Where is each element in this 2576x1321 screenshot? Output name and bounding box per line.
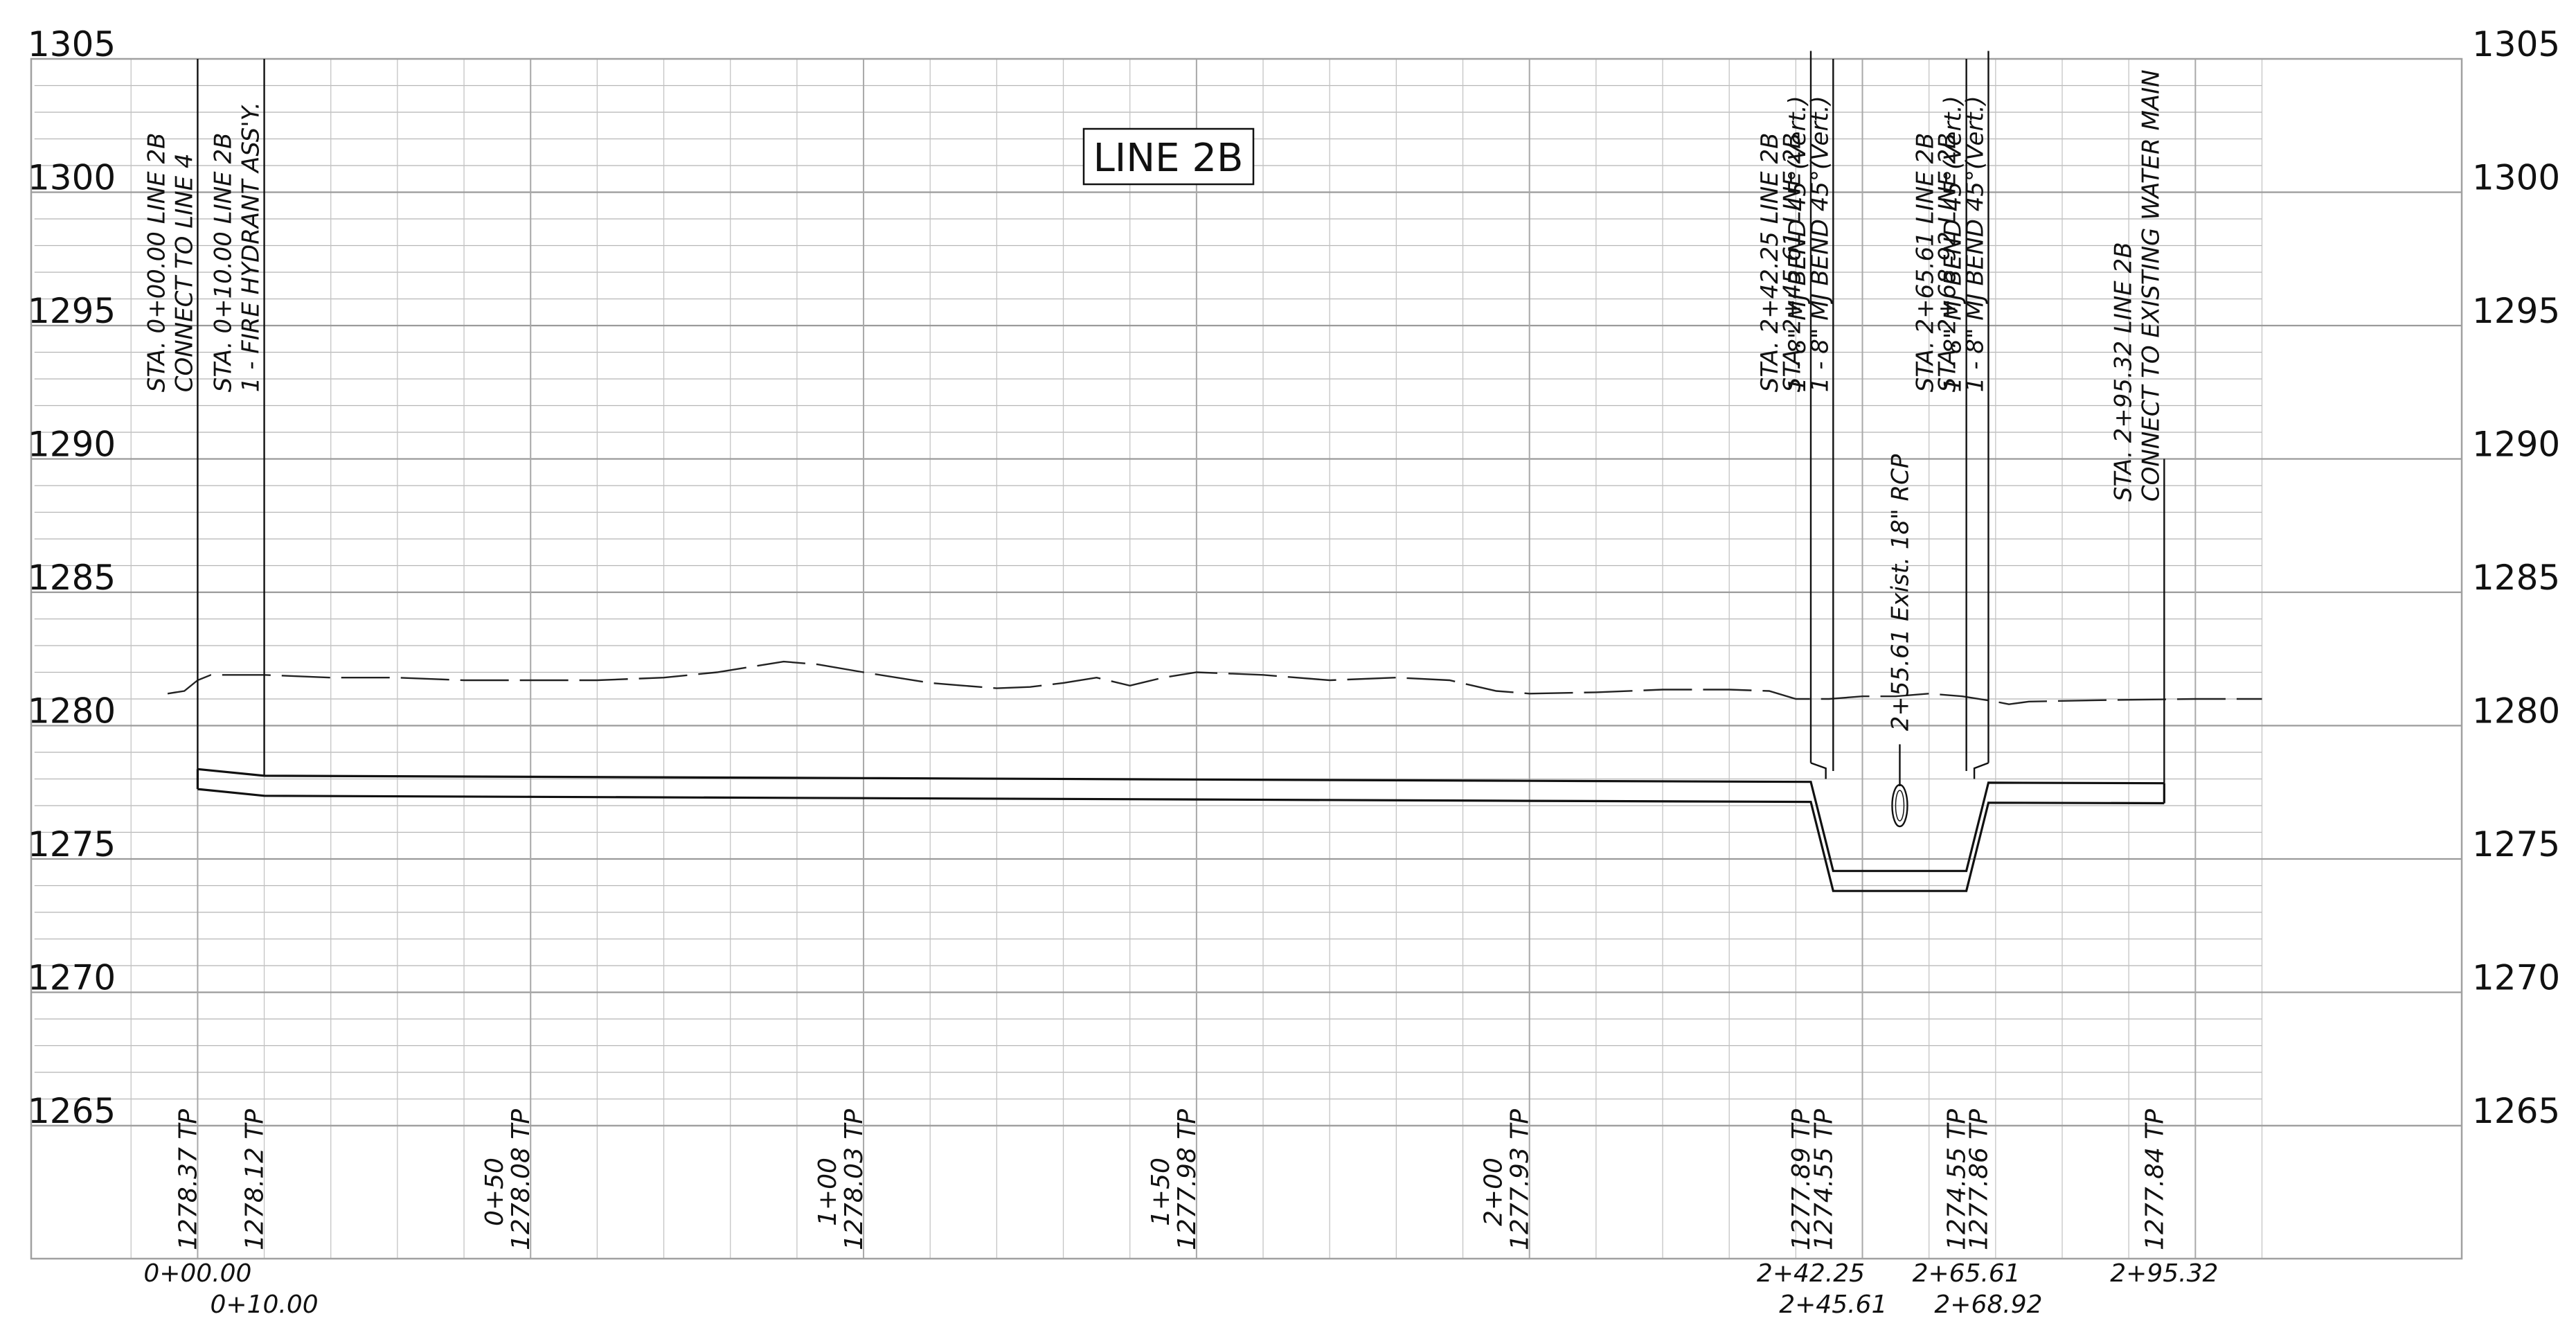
bottom-station-labels: 0+00.00 0+10.00 2+42.25 2+45.61 2+65.61 2+68.… <box>143 1259 2218 1319</box>
annotation-text: 1 - 8" MJ BEND 45°(Vert.) <box>1961 96 1989 392</box>
annotation-text: CONNECT TO EXISTING WATER MAIN <box>2137 69 2165 502</box>
tp-value: 1277.93 TP <box>1506 1109 1535 1250</box>
annotation-text: STA. 2+65.61 LINE 2B <box>1912 133 1940 393</box>
bottom-station-label: 2+68.92 <box>1934 1291 2042 1318</box>
tp-value: 1277.89 TP <box>1787 1109 1816 1250</box>
existing-utility-crossing: 2+55.61 Exist. 18" RCP <box>1886 454 1914 828</box>
elevation-label-left: 1270 <box>28 958 116 998</box>
annotation-text: STA. 2+95.32 LINE 2B <box>2109 242 2137 502</box>
station-label: 0+50 <box>481 1158 509 1226</box>
elevation-label-left: 1290 <box>28 425 116 465</box>
elevation-label-left: 1295 <box>28 291 116 331</box>
tp-value: 1278.03 TP <box>840 1109 868 1250</box>
existing-ground-profile <box>167 660 2262 705</box>
annotation-text: STA. 0+00.00 LINE 2B <box>143 133 170 393</box>
tp-value: 1277.84 TP <box>2140 1109 2169 1250</box>
pipe-bottom-line <box>197 788 2165 892</box>
station-label: 1+50 <box>1147 1158 1175 1226</box>
major-grid <box>31 59 2462 1259</box>
annotation-text: 1 - FIRE HYDRANT ASS'Y. <box>238 102 265 392</box>
elevation-label-right: 1265 <box>2472 1091 2560 1131</box>
elevation-label-right: 1305 <box>2472 24 2560 64</box>
bottom-station-label: 0+10.00 <box>211 1291 319 1318</box>
annotation-text: CONNECT TO LINE 4 <box>170 153 198 392</box>
elevation-axis-right: 1305 1300 1295 1290 1285 1280 1275 1270 1265 <box>2472 24 2560 1131</box>
tp-value: 1277.86 TP <box>1965 1109 1993 1250</box>
bottom-station-label: 2+65.61 <box>1913 1259 2021 1288</box>
bottom-station-label: 2+42.25 <box>1757 1259 1865 1288</box>
elevation-label-right: 1270 <box>2472 958 2560 998</box>
annotation-text: STA. 2+45.61 LINE 2B <box>1778 133 1806 393</box>
annotation-text: 1 - 8" MJ BEND 45°(Vert.) <box>1940 96 1967 392</box>
elevation-label-right: 1300 <box>2472 158 2560 198</box>
bottom-station-label: 0+00.00 <box>143 1259 251 1288</box>
elevation-label-left: 1300 <box>28 158 116 198</box>
station-label: 1+00 <box>814 1158 842 1226</box>
profile-title-box: LINE 2B <box>1082 127 1255 186</box>
tp-value: 1274.55 TP <box>1943 1109 1971 1250</box>
elevation-label-left: 1305 <box>28 24 116 64</box>
elevation-label-right: 1280 <box>2472 691 2560 732</box>
annotation-text: 1 - 8" MJ BEND 45°(Vert.) <box>1784 96 1812 392</box>
station-annotations: STA. 0+00.00 LINE 2B CONNECT TO LINE 4 STA… <box>143 51 2165 783</box>
bend-connector <box>1810 762 1827 779</box>
proposed-pipe-profile <box>196 768 2165 892</box>
elevation-label-left: 1280 <box>28 691 116 732</box>
annotation-text: 1 - 8" MJ BEND 45°(Vert.) <box>1806 96 1834 392</box>
bottom-station-label: 2+45.61 <box>1779 1291 1887 1318</box>
profile-frame <box>30 57 2463 1260</box>
elevation-label-left: 1285 <box>28 558 116 598</box>
station-label: 2+00 <box>1480 1158 1508 1226</box>
tp-value: 1278.37 TP <box>174 1109 202 1250</box>
frame-border <box>30 57 2463 1260</box>
elevation-label-right: 1285 <box>2472 558 2560 598</box>
title-border <box>1082 127 1255 186</box>
tp-value: 1277.98 TP <box>1173 1109 1201 1250</box>
bottom-station-label: 2+95.32 <box>2110 1259 2218 1288</box>
utility-pipe-inner <box>1895 790 1905 822</box>
tp-value: 1274.55 TP <box>1809 1109 1838 1250</box>
annotation-text: STA. 0+10.00 LINE 2B <box>210 133 238 393</box>
ground-line <box>167 660 2262 705</box>
elevation-label-right: 1290 <box>2472 425 2560 465</box>
tp-value: 1278.08 TP <box>507 1109 535 1250</box>
utility-pipe-outline <box>1891 783 1908 828</box>
elevation-label-right: 1275 <box>2472 824 2560 865</box>
elevation-label-right: 1295 <box>2472 291 2560 331</box>
profile-title: LINE 2B <box>1093 136 1244 181</box>
bend-connector <box>1973 762 1989 779</box>
pipe-top-line <box>197 768 2165 872</box>
annotation-text: STA. 2+42.25 LINE 2B <box>1756 133 1784 393</box>
tp-value: 1278.12 TP <box>241 1109 269 1250</box>
elevation-axis-left: 1305 1300 1295 1290 1285 1280 1275 1270 1265 <box>28 24 116 1131</box>
annotation-text: STA. 2+68.92 LINE 2B <box>1933 133 1961 393</box>
elevation-label-left: 1275 <box>28 824 116 865</box>
top-of-pipe-labels: 1278.37 TP 1278.12 TP 1278.08 TP0+50 1278.0… <box>174 1109 2169 1250</box>
utility-label: 2+55.61 Exist. 18" RCP <box>1886 454 1914 731</box>
elevation-label-left: 1265 <box>28 1091 116 1131</box>
